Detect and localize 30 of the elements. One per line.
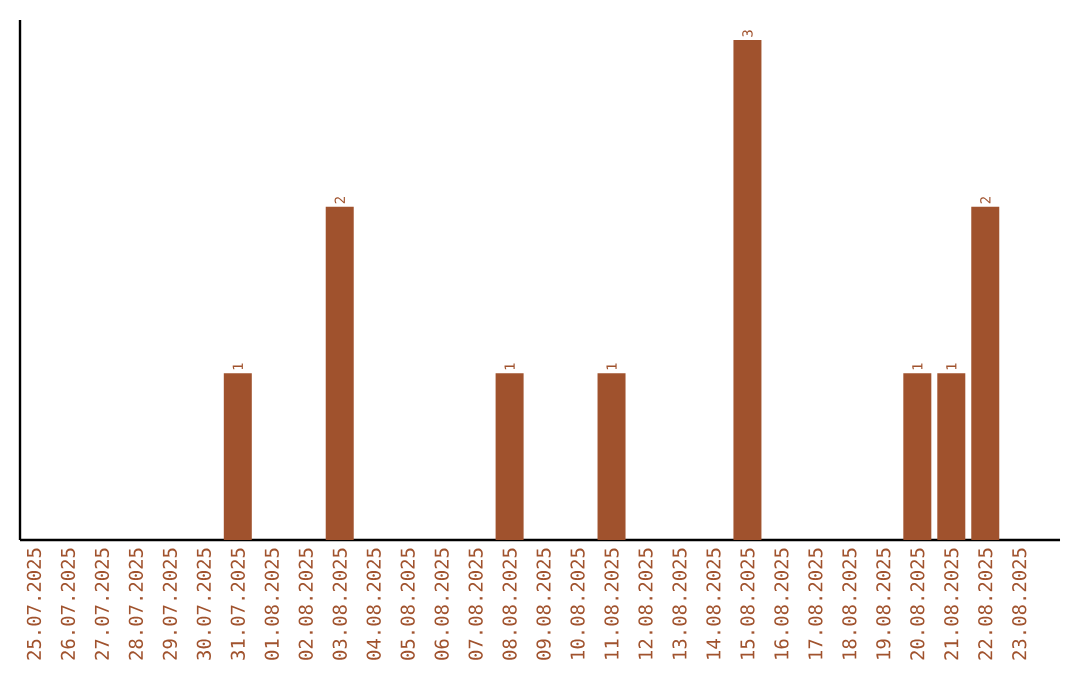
- x-tick-label: 30.07.2025: [196, 548, 211, 660]
- x-tick-label: 29.07.2025: [162, 548, 178, 660]
- x-tick-label: 19.08.2025: [876, 548, 891, 659]
- x-tick-label: 14.08.2025: [706, 548, 721, 659]
- x-tick-label: 12.08.2025: [638, 548, 653, 659]
- x-tick-label: 10.08.2025: [570, 548, 585, 659]
- x-tick-label: 26.07.2025: [60, 548, 76, 660]
- x-tick-label: 05.08.2025: [400, 548, 415, 660]
- x-tick-label: 18.08.2025: [842, 548, 857, 659]
- x-tick-label: 13.08.2025: [672, 548, 687, 659]
- x-tick-label: 09.08.2025: [536, 548, 551, 660]
- x-tick-label: 06.08.2025: [434, 548, 449, 660]
- x-tick-label: 27.07.2025: [94, 548, 110, 660]
- x-tick-label: 21.08.2025: [944, 548, 959, 660]
- x-tick-label: 23.08.2025: [1012, 548, 1027, 660]
- x-tick-label: 17.08.2025: [808, 548, 823, 659]
- x-tick-label: 04.08.2025: [366, 548, 381, 660]
- x-tick-label: 03.08.2025: [332, 548, 347, 660]
- x-tick-label: 31.07.2025: [230, 548, 245, 660]
- x-tick-label: 08.08.2025: [502, 548, 517, 660]
- x-tick-label: 22.08.2025: [978, 548, 993, 660]
- x-tick-label: 07.08.2025: [468, 548, 483, 660]
- x-tick-label: 28.07.2025: [128, 548, 144, 660]
- x-tick-label: 15.08.2025: [740, 548, 755, 659]
- x-tick-label: 11.08.2025: [604, 548, 619, 659]
- x-tick-label: 20.08.2025: [910, 548, 925, 660]
- x-tick-label: 25.07.2025: [26, 548, 42, 660]
- x-tick-label: 01.08.2025: [264, 548, 279, 660]
- x-tick-label: 02.08.2025: [298, 548, 313, 660]
- x-tick-label: 16.08.2025: [774, 548, 789, 659]
